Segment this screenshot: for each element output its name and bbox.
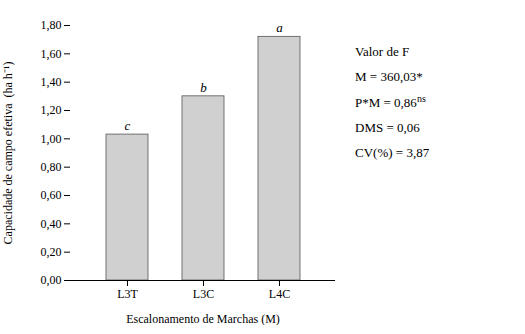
svg-text:1,80: 1,80 <box>41 18 62 32</box>
html-text:Valor de F: Valor de F <box>355 44 410 59</box>
svg-text:1,60: 1,60 <box>41 47 62 61</box>
svg-text:a: a <box>276 20 283 35</box>
svg-text:0,60: 0,60 <box>41 188 62 202</box>
html-text:M = 360,03*: M = 360,03* <box>355 68 423 84</box>
svg-text:1,20: 1,20 <box>41 103 62 117</box>
svg-text:b: b <box>200 79 207 94</box>
svg-text:1,00: 1,00 <box>41 132 62 146</box>
svg-text:L3T: L3T <box>117 287 138 301</box>
svg-text:0,80: 0,80 <box>41 160 62 174</box>
svg-text:L3C: L3C <box>193 287 214 301</box>
svg-text:L4C: L4C <box>269 287 290 301</box>
svg-text:0,20: 0,20 <box>41 245 62 259</box>
svg-text:1,40: 1,40 <box>41 75 62 89</box>
svg-text:Escalonamento de Marchas (M): Escalonamento de Marchas (M) <box>126 312 280 326</box>
svg-text:c: c <box>125 118 131 133</box>
html-text:CV(%) = 3,87: CV(%) = 3,87 <box>355 145 430 161</box>
svg-text:0,00: 0,00 <box>41 273 62 287</box>
html-text:P*M = 0,86ns: P*M = 0,86ns <box>355 93 426 111</box>
svg-text:0,40: 0,40 <box>41 217 62 231</box>
html-text:DMS = 0,06: DMS = 0,06 <box>355 120 420 136</box>
svg-text:Capacidade de campo efetiva (: Capacidade de campo efetiva (ha h⁻¹) <box>1 62 15 245</box>
